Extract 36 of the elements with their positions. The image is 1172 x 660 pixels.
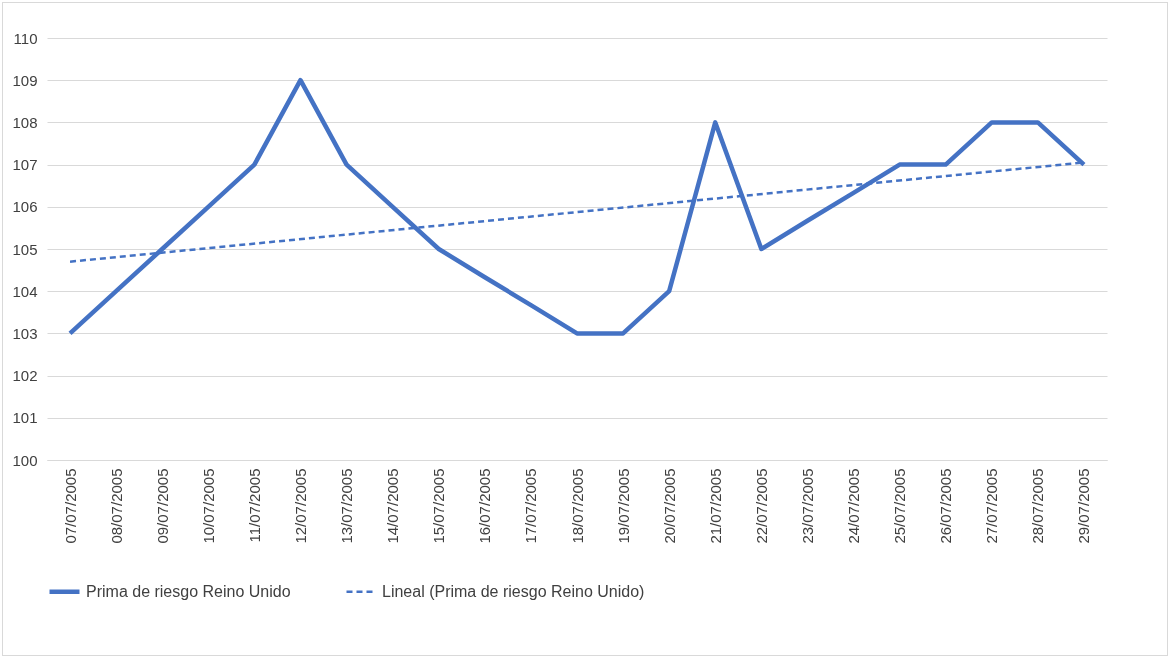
y-tick-label: 104 xyxy=(12,282,38,300)
x-tick-label: 21/07/2005 xyxy=(706,468,724,544)
x-tick-label: 24/07/2005 xyxy=(845,468,863,544)
x-tick-label: 08/07/2005 xyxy=(107,468,125,544)
y-tick-label: 107 xyxy=(12,156,38,174)
x-tick-label: 09/07/2005 xyxy=(153,468,171,544)
y-tick-label: 102 xyxy=(12,367,38,385)
x-tick-label: 18/07/2005 xyxy=(568,468,586,544)
x-tick-label: 23/07/2005 xyxy=(798,468,816,544)
x-tick-label: 29/07/2005 xyxy=(1075,468,1093,544)
x-tick-label: 14/07/2005 xyxy=(384,468,402,544)
y-tick-label: 103 xyxy=(12,324,38,342)
x-tick-label: 26/07/2005 xyxy=(937,468,955,544)
x-tick-label: 17/07/2005 xyxy=(522,468,540,544)
x-tick-label: 28/07/2005 xyxy=(1029,468,1047,544)
legend-label: Lineal (Prima de riesgo Reino Unido) xyxy=(382,582,645,600)
x-tick-label: 12/07/2005 xyxy=(291,468,309,544)
x-tick-label: 11/07/2005 xyxy=(245,468,263,543)
y-tick-label: 106 xyxy=(12,198,38,216)
x-tick-label: 16/07/2005 xyxy=(476,468,494,544)
y-tick-label: 109 xyxy=(12,71,38,89)
x-tick-label: 07/07/2005 xyxy=(61,468,79,544)
x-tick-label: 13/07/2005 xyxy=(338,468,356,544)
x-tick-label: 20/07/2005 xyxy=(660,468,678,544)
x-tick-label: 22/07/2005 xyxy=(752,468,770,544)
x-tick-label: 15/07/2005 xyxy=(430,468,448,544)
x-tick-label: 10/07/2005 xyxy=(199,468,217,544)
y-tick-label: 100 xyxy=(12,451,38,469)
legend-label: Prima de riesgo Reino Unido xyxy=(86,582,291,600)
x-tick-label: 27/07/2005 xyxy=(983,468,1001,544)
y-tick-label: 110 xyxy=(13,29,38,47)
y-tick-label: 105 xyxy=(12,240,38,258)
y-tick-label: 108 xyxy=(12,113,38,131)
x-tick-label: 19/07/2005 xyxy=(614,468,632,544)
x-tick-label: 25/07/2005 xyxy=(891,468,909,544)
y-tick-label: 101 xyxy=(12,409,38,427)
